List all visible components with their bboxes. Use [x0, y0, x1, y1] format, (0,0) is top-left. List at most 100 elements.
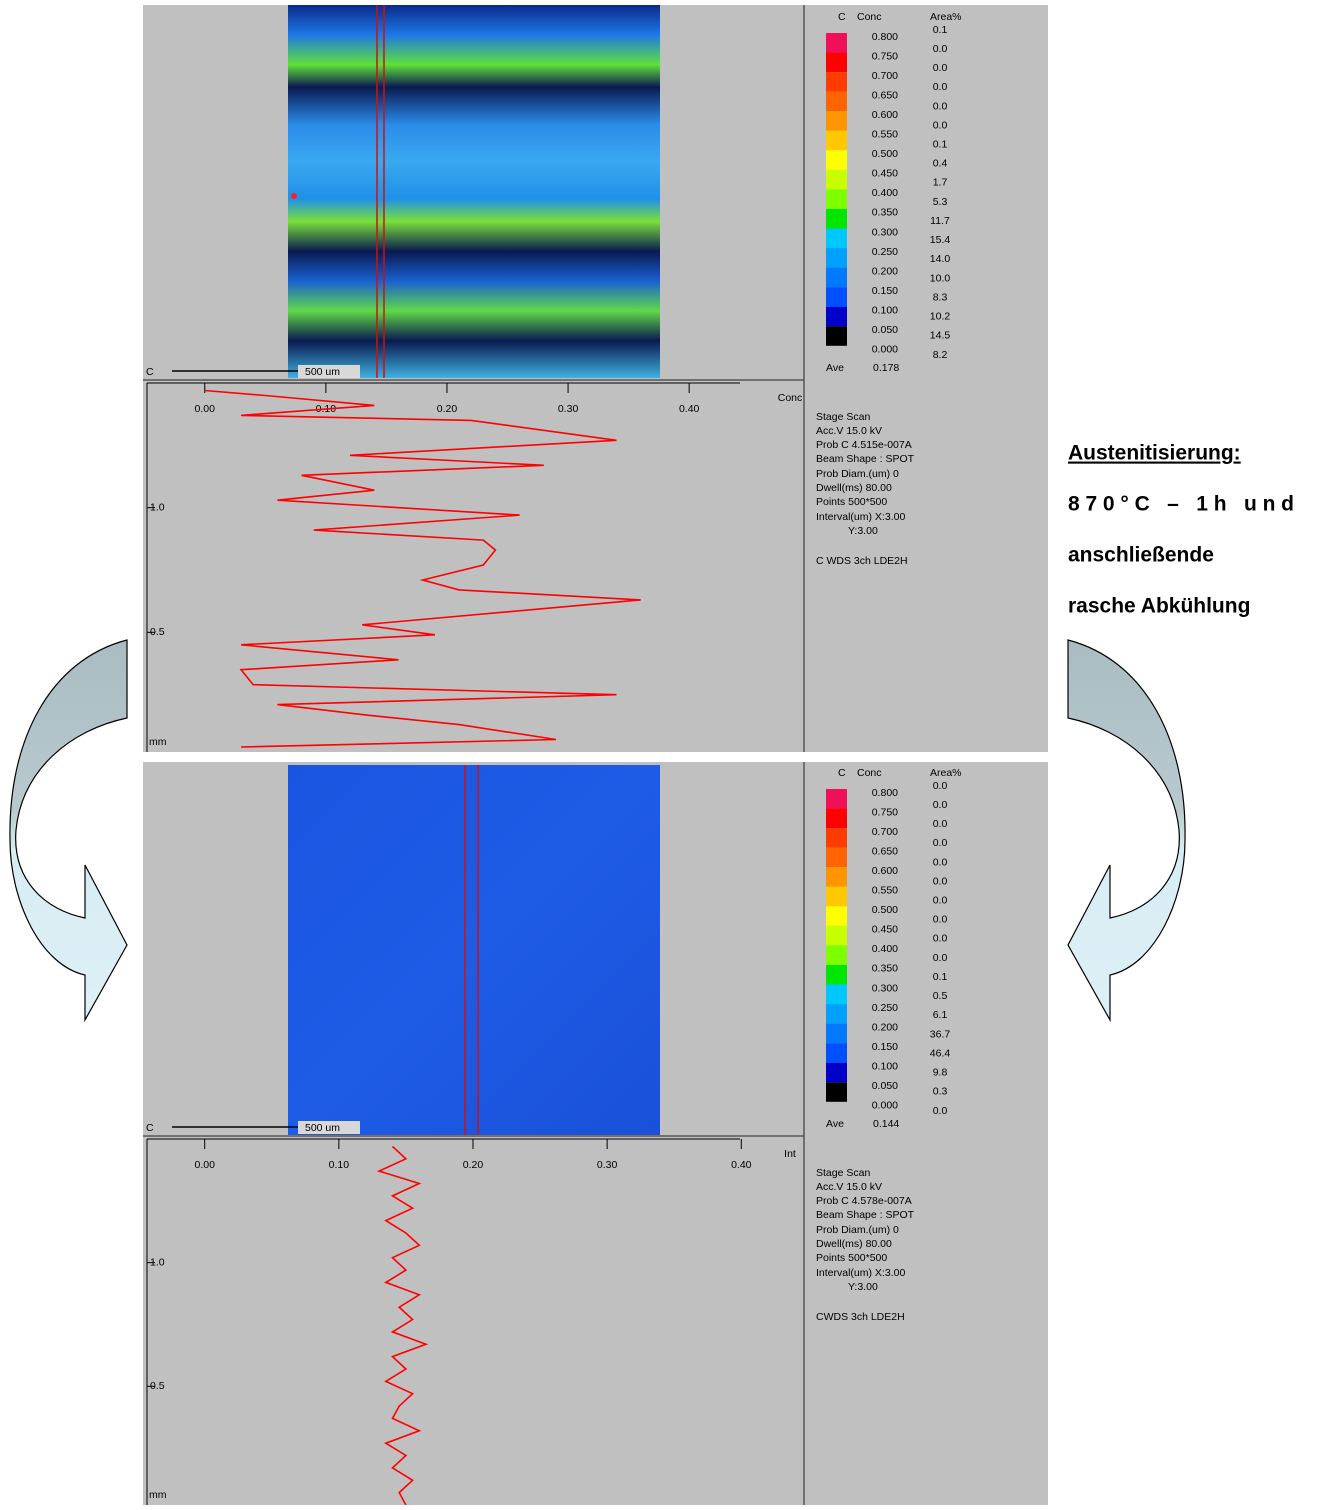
legend-level: 0.700	[872, 826, 898, 838]
scale-box	[298, 1121, 360, 1134]
map-spot	[291, 193, 297, 199]
legend-area: 0.0	[933, 119, 948, 131]
legend-area: 36.7	[930, 1028, 951, 1040]
scale-bar-label: 500 um	[305, 366, 340, 378]
x-tick-label: 0.00	[194, 1159, 215, 1171]
legend-header: Conc	[857, 11, 882, 23]
legend-swatch	[826, 208, 847, 229]
legend-ave-label: Ave	[826, 362, 844, 374]
map-image	[288, 5, 660, 378]
legend-area: 0.0	[933, 818, 948, 830]
legend-area: 0.0	[933, 894, 948, 906]
legend-area: 46.4	[930, 1047, 951, 1059]
legend-area: 10.0	[930, 272, 951, 284]
legend-header: Area%	[930, 11, 962, 23]
legend-area: 6.1	[933, 1009, 948, 1021]
scan-line	[376, 5, 385, 378]
profile-line	[376, 1145, 429, 1506]
legend-header: Area%	[930, 767, 962, 779]
legend-level: 0.750	[872, 806, 898, 818]
scale-bar-label: 500 um	[305, 1122, 340, 1134]
legend-area: 0.0	[933, 875, 948, 887]
legend-area: 14.5	[930, 330, 951, 342]
scan-line	[464, 765, 479, 1135]
legend-swatch	[826, 228, 847, 249]
y-tick-label: 0.5	[150, 626, 165, 638]
annotation-line: anschließende	[1068, 544, 1214, 567]
legend-ave: 0.144	[873, 1118, 899, 1130]
scan-info: Points 500*500	[816, 496, 887, 508]
legend-level: 0.000	[872, 1100, 898, 1112]
annotation-line: rasche Abkühlung	[1068, 595, 1250, 618]
legend-level: 0.250	[872, 246, 898, 258]
map-label: C	[146, 366, 154, 378]
map-label: C	[146, 1122, 154, 1134]
y-tick-label: 0.5	[150, 1380, 165, 1392]
legend-area: 0.4	[933, 158, 948, 170]
legend-swatch	[826, 150, 847, 170]
legend-area: 10.2	[930, 311, 951, 323]
legend-level: 0.200	[872, 265, 898, 277]
legend-swatch	[826, 984, 847, 1005]
map-image	[288, 765, 660, 1135]
x-tick-label: 0.20	[437, 403, 458, 415]
legend-swatch	[826, 867, 847, 887]
legend-swatch	[826, 287, 847, 307]
legend-level: 0.550	[872, 885, 898, 897]
legend-swatch	[826, 130, 847, 151]
legend-area: 0.1	[933, 971, 948, 983]
legend-level: 0.150	[872, 1041, 898, 1053]
legend-level: 0.000	[872, 344, 898, 356]
profile-line	[204, 389, 641, 748]
legend-area: 9.8	[933, 1067, 948, 1079]
legend-swatch	[826, 248, 847, 268]
legend-level: 0.250	[872, 1002, 898, 1014]
legend-level: 0.500	[872, 904, 898, 916]
legend-ave: 0.178	[873, 362, 899, 374]
legend-swatch	[826, 326, 847, 346]
scan-info: Points 500*500	[816, 1252, 887, 1264]
x-tick-label: 0.00	[195, 403, 216, 415]
annotation-line: 870°C – 1h und	[1068, 493, 1294, 516]
legend-swatch	[826, 33, 847, 53]
legend-level: 0.450	[872, 924, 898, 936]
legend-level: 0.600	[872, 109, 898, 121]
scan-info: Prob C 4.578e-007A	[816, 1195, 912, 1207]
x-tick-label: 0.10	[329, 1159, 350, 1171]
scan-info: Beam Shape : SPOT	[816, 453, 915, 465]
legend-area: 0.0	[933, 837, 948, 849]
legend-area: 11.7	[930, 215, 950, 227]
legend-level: 0.550	[872, 129, 898, 141]
legend-level: 0.300	[872, 226, 898, 238]
x-tick-label: 0.40	[679, 403, 700, 415]
scan-info: C WDS 3ch LDE2H	[816, 555, 908, 567]
legend-swatch	[826, 808, 847, 829]
legend-area: 0.0	[933, 856, 948, 868]
legend-level: 0.200	[872, 1021, 898, 1033]
legend-level: 0.300	[872, 982, 898, 994]
legend-swatch	[826, 1004, 847, 1024]
scan-info: Interval(um) X:3.00	[816, 1267, 905, 1279]
legend-level: 0.400	[872, 187, 898, 199]
scan-info: Dwell(ms) 80.00	[816, 1238, 892, 1250]
legend-level: 0.450	[872, 168, 898, 180]
legend-level: 0.400	[872, 943, 898, 955]
legend-swatch	[826, 1043, 847, 1063]
legend-area: 0.0	[933, 62, 948, 74]
legend-swatch	[826, 306, 847, 327]
legend-swatch	[826, 1023, 847, 1044]
legend-level: 0.350	[872, 963, 898, 975]
legend-swatch	[826, 964, 847, 985]
legend-level: 0.050	[872, 1080, 898, 1092]
legend-header: C	[838, 767, 846, 779]
legend-header: C	[838, 11, 846, 23]
legend-level: 0.150	[872, 285, 898, 297]
legend-level: 0.350	[872, 207, 898, 219]
scan-info: Dwell(ms) 80.00	[816, 482, 892, 494]
x-tick-label: 0.30	[558, 403, 579, 415]
legend-area: 14.0	[930, 253, 951, 265]
legend-area: 0.3	[933, 1086, 948, 1098]
scan-info: Prob C 4.515e-007A	[816, 439, 912, 451]
legend-swatch	[826, 1082, 847, 1102]
